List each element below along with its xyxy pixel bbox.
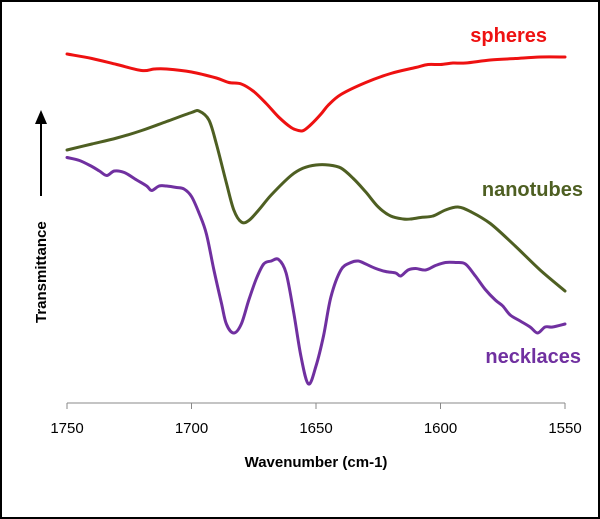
x-tick-label: 1600 (424, 420, 457, 437)
x-axis-ticks (66, 403, 566, 409)
series-label-necklaces: necklaces (485, 346, 581, 368)
y-axis-title-group: Transmittance (33, 110, 50, 323)
x-axis-tick-labels: 1750 1700 1650 1600 1550 (50, 420, 581, 437)
x-tick-label: 1650 (299, 420, 332, 437)
series-line-nanotubes (65, 108, 567, 293)
series-label-nanotubes: nanotubes (482, 179, 583, 201)
series-line-spheres (65, 52, 567, 133)
x-tick-label: 1700 (175, 420, 208, 437)
series-curves (65, 52, 567, 386)
y-axis-title: Transmittance (33, 221, 50, 323)
x-tick-label: 1550 (548, 420, 581, 437)
series-labels: spheres nanotubes necklaces (470, 25, 583, 368)
y-axis-arrow-head (35, 110, 47, 124)
series-label-spheres: spheres (470, 25, 547, 47)
series-line-necklaces (65, 156, 567, 386)
x-tick-label: 1750 (50, 420, 83, 437)
x-axis-title: Wavenumber (cm-1) (245, 454, 388, 471)
